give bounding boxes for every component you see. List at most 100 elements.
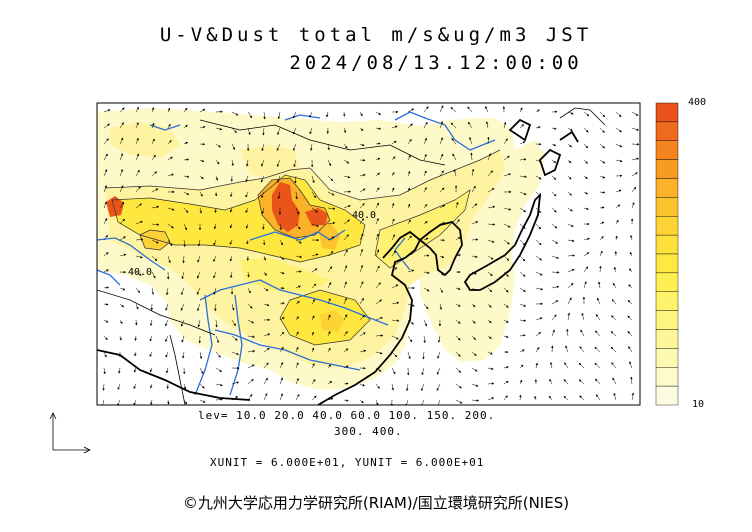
wind-vector xyxy=(343,365,349,369)
wind-vector xyxy=(295,393,300,401)
wind-vector xyxy=(471,383,479,387)
wind-vector xyxy=(615,219,619,225)
wind-vector xyxy=(327,236,335,241)
wind-vector xyxy=(471,221,479,225)
wind-vector xyxy=(343,127,347,133)
wind-vector xyxy=(262,127,265,136)
wind-vector xyxy=(615,127,622,133)
wind-vector xyxy=(375,367,382,372)
wind-vector xyxy=(551,175,557,180)
wind-vector xyxy=(407,171,411,177)
wind-vector xyxy=(629,268,633,273)
copyright-notice: ©九州大学応用力学研究所(RIAM)/国立環境研究所(NIES) xyxy=(182,494,570,512)
wind-vector xyxy=(231,159,234,167)
wind-vector xyxy=(197,319,201,328)
wind-vector xyxy=(519,223,526,229)
wind-vector xyxy=(455,201,459,209)
wind-vector xyxy=(183,399,188,405)
wind-vector xyxy=(167,123,171,129)
wind-vector xyxy=(437,399,441,405)
wind-vector xyxy=(230,191,233,198)
wind-vector xyxy=(627,331,633,337)
wind-vector xyxy=(245,223,249,229)
wind-vector xyxy=(311,283,317,289)
wind-vector xyxy=(119,185,124,193)
wind-vector xyxy=(519,239,526,246)
wind-vector xyxy=(295,331,299,337)
wind-vector xyxy=(151,188,159,193)
wind-vector xyxy=(167,399,170,405)
wind-vector xyxy=(551,329,555,337)
wind-vector xyxy=(215,383,223,387)
wind-vector xyxy=(293,111,297,119)
wind-vector xyxy=(503,366,509,369)
wind-vector xyxy=(455,303,461,307)
wind-vector xyxy=(215,175,219,181)
wind-vector xyxy=(407,351,411,360)
wind-vector xyxy=(407,108,415,113)
wind-vector xyxy=(311,223,319,227)
wind-vector xyxy=(199,207,203,214)
wind-vector xyxy=(583,266,588,273)
wind-vector xyxy=(279,331,285,337)
wind-vector xyxy=(405,383,409,392)
wind-vector xyxy=(197,255,201,263)
wind-vector xyxy=(615,204,621,209)
wind-vector xyxy=(439,271,444,276)
wind-vector xyxy=(359,233,364,241)
wind-vector xyxy=(535,191,542,197)
wind-vector xyxy=(375,142,381,145)
wind-vector xyxy=(455,383,462,389)
wind-vector xyxy=(519,158,527,161)
colorbar-min-label: 10 xyxy=(692,399,705,410)
wind-vector xyxy=(455,254,461,257)
wind-vector xyxy=(263,362,269,369)
wind-vector xyxy=(359,332,366,337)
wind-vector xyxy=(311,175,315,184)
wind-vector xyxy=(311,347,315,353)
wind-vector xyxy=(327,347,331,353)
wind-vector xyxy=(594,330,601,337)
wind-vector xyxy=(327,298,331,305)
wind-vector xyxy=(453,169,457,177)
wind-vector xyxy=(583,127,589,133)
wind-vector xyxy=(519,124,525,129)
wind-vector xyxy=(613,266,617,273)
wind-vector xyxy=(167,239,173,247)
wind-vector xyxy=(343,399,349,402)
wind-vector xyxy=(262,223,265,230)
wind-vector xyxy=(519,175,527,178)
wind-vector xyxy=(519,394,522,401)
wind-vector xyxy=(407,252,414,257)
wind-vector xyxy=(231,381,240,385)
wind-vector xyxy=(567,127,573,132)
wind-vector xyxy=(230,207,233,213)
wind-vector xyxy=(119,303,125,308)
wind-vector xyxy=(231,303,235,311)
wind-vector xyxy=(503,255,510,261)
wind-vector xyxy=(149,351,153,357)
wind-vector xyxy=(487,367,494,370)
wind-vector xyxy=(436,383,441,391)
wind-vector xyxy=(583,252,590,257)
wind-vector xyxy=(375,316,383,321)
wind-vector xyxy=(595,314,601,321)
wind-vector xyxy=(455,335,461,341)
wind-vector xyxy=(375,265,380,273)
wind-vector xyxy=(311,379,316,385)
wind-vector xyxy=(263,303,270,307)
wind-vector xyxy=(455,287,461,290)
wind-vector xyxy=(151,287,155,295)
wind-vector xyxy=(503,271,509,277)
wind-vector xyxy=(567,282,574,289)
wind-vector xyxy=(420,383,425,391)
wind-vector xyxy=(563,379,569,385)
wind-vector xyxy=(439,105,444,113)
wind-vector xyxy=(135,203,142,209)
colorbar-swatch xyxy=(655,348,679,368)
colorbar-swatch xyxy=(655,216,679,236)
wind-vector xyxy=(578,362,585,369)
wind-vector xyxy=(119,253,127,257)
wind-vector xyxy=(551,285,560,289)
wind-vector xyxy=(630,234,633,241)
